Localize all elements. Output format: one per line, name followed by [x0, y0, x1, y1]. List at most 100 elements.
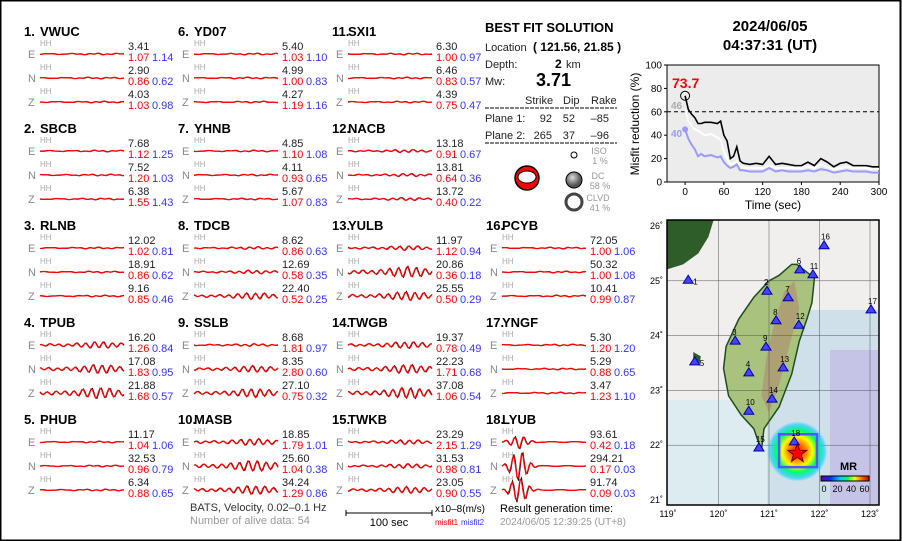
depth-value: 2: [555, 57, 562, 71]
clvd-label: CLVD: [586, 193, 610, 203]
misfit1-value: 0.91: [436, 149, 457, 161]
misfit1-value: 0.90: [436, 488, 457, 500]
station-triangle[interactable]: [865, 303, 877, 314]
station-name: LYUB: [502, 412, 536, 427]
channel-label: HH: [502, 475, 514, 484]
channel-label: HH: [348, 330, 360, 339]
iso-label: ISO: [591, 146, 607, 156]
misfit2-value: 0.62: [152, 270, 173, 282]
misfit1-value: 0.85: [128, 294, 149, 306]
station-triangle[interactable]: [792, 319, 805, 329]
x-tick-label: 0: [682, 187, 688, 198]
station-triangle[interactable]: [793, 263, 806, 274]
channel-label: HH: [194, 39, 206, 48]
component-label: N: [28, 170, 36, 182]
misfit1-value: 1.68: [128, 391, 149, 403]
channel-label: HH: [40, 257, 52, 266]
station-name: YULB: [348, 218, 383, 233]
plane2-rake: –96: [591, 130, 609, 142]
component-label: E: [490, 243, 497, 255]
misfit2-value: 0.18: [614, 440, 635, 452]
max-amplitude: 6.46: [436, 65, 457, 77]
component-label: Z: [182, 194, 189, 206]
max-amplitude: 8.62: [282, 235, 303, 247]
station-triangle[interactable]: [760, 341, 772, 351]
max-amplitude: 18.91: [128, 259, 156, 271]
max-amplitude: 8.35: [282, 356, 303, 368]
component-label: N: [336, 170, 344, 182]
channel-label: HH: [40, 330, 52, 339]
station-triangle[interactable]: [742, 366, 755, 377]
plane2-dip: 37: [563, 130, 575, 142]
max-amplitude: 9.16: [128, 283, 149, 295]
channel-label: HH: [194, 233, 206, 242]
misfit1-value: 0.93: [282, 173, 303, 185]
station-number: 2.: [24, 121, 35, 136]
misfit1-value: 0.86: [128, 76, 149, 88]
max-amplitude: 20.86: [436, 259, 464, 271]
misfit2-value: 0.54: [460, 391, 481, 403]
station-triangle[interactable]: [770, 314, 782, 325]
misfit2-value: 0.97: [306, 343, 327, 355]
misfit2-value: 0.49: [460, 343, 481, 355]
channel-label: HH: [194, 330, 206, 339]
station-triangle[interactable]: [688, 355, 701, 366]
station-triangle[interactable]: [761, 285, 773, 295]
station-triangle[interactable]: [682, 274, 695, 284]
synthetic-trace: [501, 436, 586, 449]
station-triangle[interactable]: [782, 291, 795, 302]
channel-label: HH: [40, 354, 52, 363]
station-triangle[interactable]: [766, 393, 778, 403]
station-panel-yulb: 13.YULB E HH 11.971.12 0.94 N HH 20.860.36 0.18 Z…: [332, 218, 481, 306]
misfit2-value: 0.60: [306, 367, 327, 379]
station-number: 13.: [332, 218, 350, 233]
synthetic-trace: [39, 197, 125, 201]
max-amplitude: 7.52: [128, 162, 149, 174]
station-id-label: 14: [769, 386, 778, 395]
misfit1-value: 0.96: [128, 464, 149, 476]
component-label: N: [28, 461, 36, 473]
channel-label: HH: [348, 39, 360, 48]
max-amplitude: 4.27: [282, 89, 303, 101]
channel-label: HH: [502, 330, 514, 339]
component-label: E: [28, 243, 35, 255]
synthetic-trace: [39, 341, 125, 349]
channel-label: HH: [348, 63, 360, 72]
depth-unit: km: [566, 59, 581, 71]
misfit2-value: 1.29: [460, 440, 481, 452]
component-label: N: [182, 461, 190, 473]
station-triangle[interactable]: [807, 268, 819, 279]
station-triangle[interactable]: [742, 405, 755, 415]
lon-tick-label: 121˚: [760, 509, 778, 519]
misfit1-value: 1.07: [128, 52, 149, 64]
misfit2-value: 0.03: [614, 488, 635, 500]
station-name: YNGF: [502, 315, 538, 330]
station-triangle[interactable]: [777, 361, 790, 372]
max-amplitude: 37.08: [436, 380, 464, 392]
synthetic-trace: [501, 391, 587, 395]
misfit1-value: 0.78: [436, 343, 457, 355]
misfit2-value: 0.81: [152, 246, 173, 258]
station-name: SSLB: [194, 315, 229, 330]
max-amplitude: 5.67: [282, 186, 303, 198]
station-id-label: 9: [763, 334, 768, 343]
misfit1-value: 1.81: [282, 343, 303, 355]
misfit2-value: 1.03: [152, 173, 173, 185]
misfit2-value: 0.46: [152, 294, 173, 306]
station-triangle[interactable]: [818, 239, 830, 250]
location-label: Location: [485, 42, 527, 54]
max-amplitude: 7.68: [128, 138, 149, 150]
y-tick-label: 0: [656, 178, 662, 189]
station-triangle[interactable]: [752, 441, 765, 452]
station-number: 9.: [178, 315, 189, 330]
channel-label: HH: [40, 378, 52, 387]
synthetic-trace: [194, 76, 279, 80]
synthetic-trace: [347, 173, 433, 178]
station-panel-vwuc: 1. VWUC E HH 3.411.07 1.14 N HH 2.900.86 0.62 Z HH 4…: [24, 24, 173, 112]
station-number: 14.: [332, 315, 350, 330]
synthetic-trace: [193, 343, 279, 347]
synthetic-trace: [39, 76, 125, 80]
station-triangle[interactable]: [729, 335, 742, 345]
synthetic-trace: [347, 245, 433, 251]
station-triangle[interactable]: [788, 435, 801, 446]
